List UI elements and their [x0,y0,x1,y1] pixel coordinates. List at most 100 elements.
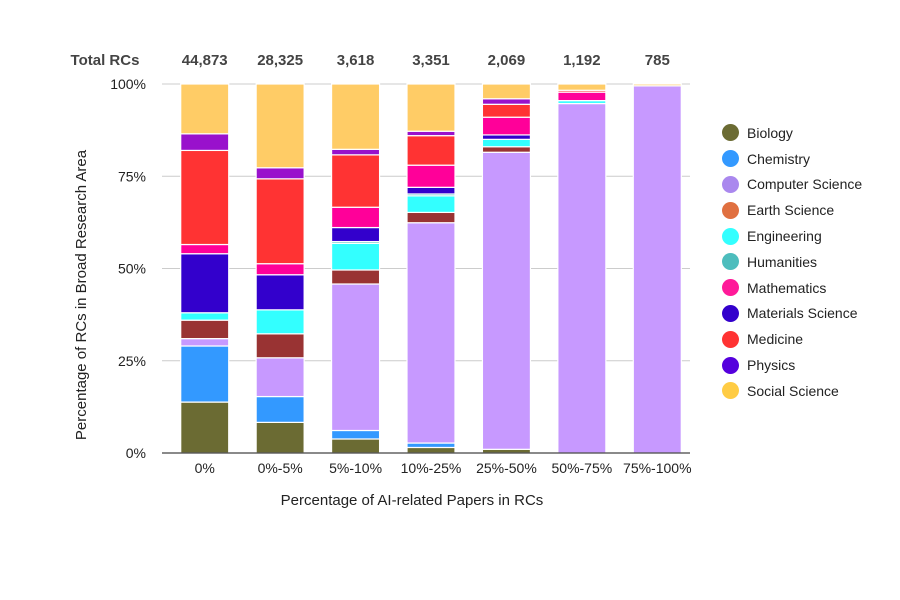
bar-segment-social-science [330,83,381,150]
bar-segment-earth-science [406,211,456,224]
legend-label: Medicine [747,331,804,348]
total-value: 785 [645,52,670,69]
y-tick-label: 75% [118,168,146,184]
bar-segment-social-science [406,83,456,132]
legend-item: Earth Science [722,197,862,223]
x-tick-label: 10%-25% [401,460,462,476]
legend-item: Engineering [722,223,862,249]
legend-label: Materials Science [747,305,858,322]
legend-swatch [722,175,739,193]
bar-segment-social-science [180,83,230,135]
legend-label: Biology [747,124,793,141]
bar-segment-earth-science [180,319,230,340]
bar-segment-physics [481,98,532,105]
bar-segment-computer-science [330,283,381,432]
legend-swatch [722,356,739,374]
totals-label: Total RCs [71,52,140,69]
bar-segment-engineering [406,195,456,214]
bar-segment-materials-science [180,253,230,314]
bar-segment-mathematics [255,263,305,276]
bar-segment-materials-science [255,274,305,311]
legend-swatch [722,201,739,219]
x-tick-label: 50%-75% [552,460,613,476]
legend-item: Medicine [722,326,862,352]
legend-swatch [722,279,739,297]
legend-swatch [722,227,739,245]
bar-segment-mathematics [180,243,230,255]
bar-segment-computer-science [255,357,305,398]
bar-segment-computer-science [557,102,607,454]
total-value: 28,325 [257,52,303,69]
bar-segment-chemistry [255,395,305,423]
legend-item: Biology [722,120,862,146]
bar-segment-social-science [481,83,532,100]
legend-swatch [722,150,739,168]
legend-label: Physics [747,357,796,374]
total-value: 3,618 [337,52,375,69]
bar-segment-mathematics [330,206,381,229]
bar-segment-medicine [406,135,456,166]
bar-segment-engineering [180,312,230,321]
x-tick-label: 0% [195,460,215,476]
bar-segment-social-science [557,83,607,91]
x-tick-label: 25%-50% [476,460,537,476]
legend-item: Materials Science [722,301,862,327]
bar-segment-earth-science [481,146,532,153]
bar-segment-biology [330,438,381,454]
legend-label: Earth Science [747,202,835,219]
total-value: 44,873 [182,52,228,69]
bar-segment-chemistry [180,345,230,403]
y-tick-labels: 0% 25% 50% 75% 100% [110,76,146,461]
bar-segment-biology [180,401,230,454]
bar-segment-materials-science [330,226,381,243]
legend-label: Mathematics [747,279,827,296]
y-tick-label: 100% [110,76,146,92]
bar-segment-chemistry [406,442,456,449]
y-tick-label: 25% [118,353,146,369]
bar-segment-physics [406,130,456,137]
legend-item: Computer Science [722,172,862,198]
bar-segment-materials-science [481,134,532,140]
bar-segment-computer-science [632,85,682,454]
y-tick-label: 0% [126,445,146,461]
bar-segment-physics [330,148,381,156]
bar-segment-computer-science [481,151,532,450]
total-value: 2,069 [488,52,526,69]
x-tick-labels: 0% 0%-5% 5%-10% 10%-25% 25%-50% 50%-75% 75%-10… [195,460,692,476]
total-value: 3,351 [412,52,450,69]
legend-item: Physics [722,352,862,378]
bar-segment-engineering [330,242,381,271]
legend-label: Chemistry [747,150,811,167]
bar-segment-engineering [255,309,305,335]
bar-segment-biology [255,421,305,454]
bar-segment-earth-science [330,269,381,285]
bar-stacks [180,83,682,454]
bar-segment-computer-science [180,338,230,347]
bar-segment-social-science [255,83,305,169]
legend-item: Mathematics [722,275,862,301]
bar-segment-engineering [481,138,532,148]
bar-segment-medicine [330,154,381,208]
bar-segment-physics [180,133,230,152]
bar-segment-computer-science [406,222,456,444]
totals-row: Total RCs 44,873 28,325 3,618 3,351 2,069 1,19… [71,52,670,69]
legend-label: Humanities [747,253,818,270]
total-value: 1,192 [563,52,601,69]
bar-segment-medicine [180,149,230,246]
bar-segment-medicine [481,103,532,118]
legend-label: Engineering [747,228,822,245]
y-tick-label: 50% [118,261,146,277]
legend-item: Social Science [722,378,862,404]
legend-swatch [722,330,739,348]
bar-segment-social-science [632,83,682,87]
bar-segment-mathematics [481,116,532,136]
legend-swatch [722,304,739,322]
bar-segment-mathematics [557,91,607,102]
legend-label: Social Science [747,382,839,399]
bar-segment-physics [255,167,305,180]
y-axis-title: Percentage of RCs in Broad Research Area [73,149,90,440]
bar-segment-mathematics [406,164,456,188]
bar-segment-chemistry [330,429,381,440]
legend-swatch [722,382,739,400]
